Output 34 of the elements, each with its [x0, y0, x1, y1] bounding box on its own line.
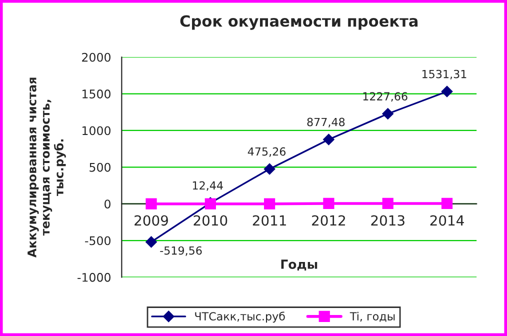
- y-tick-label: 1000: [82, 126, 110, 136]
- data-label: 475,26: [248, 147, 286, 157]
- data-label: -519,56: [160, 246, 202, 256]
- y-axis-title: Аккумулированная чистая текущая стоимость, тыс.руб.: [28, 78, 66, 258]
- chart-title: Срок окупаемости проекта: [180, 15, 418, 30]
- x-tick-label: 2014: [430, 215, 464, 226]
- y-tick-label: -500: [85, 236, 110, 246]
- point: [264, 198, 276, 210]
- point: [264, 163, 276, 175]
- y-tick-label: 2000: [82, 52, 110, 62]
- x-tick-label: 2011: [252, 215, 286, 226]
- y-tick-label: 500: [90, 162, 110, 172]
- data-label: 1531,31: [422, 70, 466, 80]
- data-label: 877,48: [307, 118, 345, 128]
- y-tick-label: 1500: [82, 90, 110, 98]
- x-tick-label: 2013: [371, 215, 404, 226]
- point: [323, 134, 334, 146]
- legend-label: ЧТСакк,тыс.руб: [195, 312, 285, 323]
- y-tick-label: 0: [104, 200, 110, 208]
- point: [441, 86, 453, 98]
- point: [441, 198, 453, 210]
- x-tick-label: 2009: [134, 215, 168, 226]
- point: [382, 108, 394, 120]
- x-tick-label: 2012: [312, 215, 345, 226]
- point: [382, 198, 394, 210]
- point: [323, 198, 334, 210]
- y-tick-label: -1000: [78, 272, 110, 282]
- point: [146, 236, 157, 248]
- x-axis-title: Годы: [281, 260, 318, 271]
- x-tick-label: 2010: [194, 215, 228, 226]
- data-label: 1227,66: [363, 92, 408, 102]
- legend-label: Ti, годы: [350, 312, 395, 322]
- data-label: 12,44: [192, 181, 223, 191]
- point: [146, 198, 157, 210]
